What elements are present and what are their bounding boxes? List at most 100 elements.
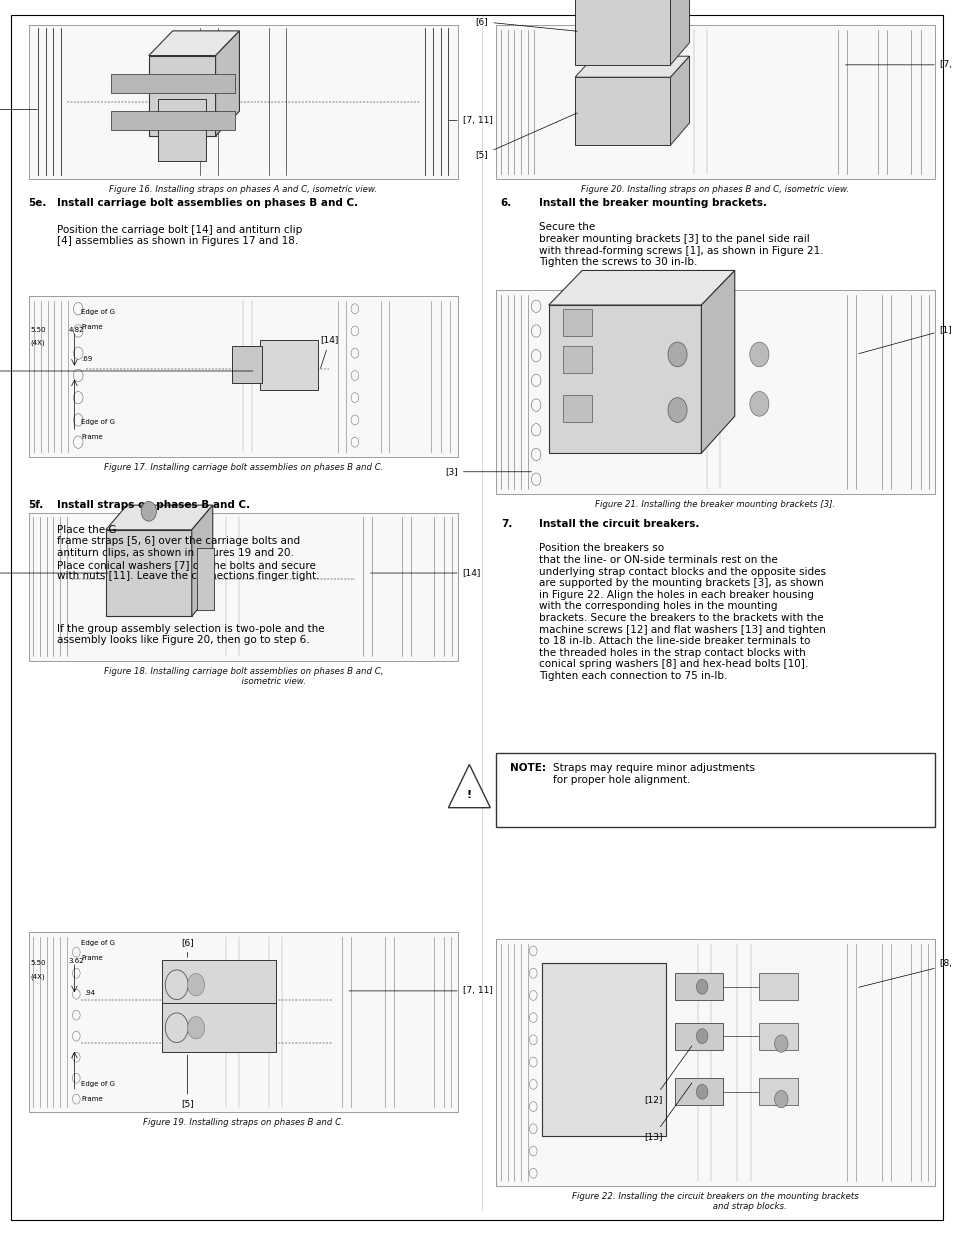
Bar <box>575 77 670 146</box>
Text: Position the breakers so
that the line- or ON-side terminals rest on the
underly: Position the breakers so that the line- … <box>538 543 825 680</box>
Text: (4X): (4X) <box>30 974 45 981</box>
Circle shape <box>749 391 768 416</box>
Text: Install the breaker mounting brackets.: Install the breaker mounting brackets. <box>538 198 766 207</box>
Text: [14]: [14] <box>370 568 480 578</box>
Text: Figure 16. Installing straps on phases A and C, isometric view.: Figure 16. Installing straps on phases A… <box>109 185 377 194</box>
Bar <box>162 960 276 1009</box>
Text: [5]: [5] <box>476 112 577 159</box>
Polygon shape <box>575 57 689 77</box>
Bar <box>759 973 797 1000</box>
Text: Frame: Frame <box>81 433 103 440</box>
Text: Edge of G: Edge of G <box>81 309 115 315</box>
Text: [7, 11]: [7, 11] <box>449 116 492 125</box>
Circle shape <box>141 501 156 521</box>
Text: 4.82: 4.82 <box>69 327 84 332</box>
Text: NOTE:: NOTE: <box>510 763 546 773</box>
Text: [1]: [1] <box>858 325 951 353</box>
Text: Edge of G: Edge of G <box>81 940 115 946</box>
Text: [6]: [6] <box>476 17 577 31</box>
Text: [7, 11]: [7, 11] <box>349 987 492 995</box>
Text: [4]: [4] <box>0 367 253 375</box>
Bar <box>496 25 934 179</box>
Bar <box>106 530 192 616</box>
Text: 3.62: 3.62 <box>69 958 84 963</box>
Text: .69: .69 <box>81 356 92 362</box>
Polygon shape <box>548 270 734 305</box>
Text: 5f.: 5f. <box>29 500 44 510</box>
Text: 5e.: 5e. <box>29 198 47 207</box>
Polygon shape <box>192 505 213 616</box>
Bar <box>541 963 665 1136</box>
Circle shape <box>667 398 686 422</box>
Bar <box>675 1078 722 1105</box>
Text: [8, 10]: [8, 10] <box>858 958 953 987</box>
Bar <box>496 939 934 1186</box>
Text: Install straps on phases B and C.: Install straps on phases B and C. <box>57 500 250 510</box>
Text: (4X): (4X) <box>30 340 45 346</box>
Bar <box>158 99 206 161</box>
Bar <box>232 346 262 383</box>
Text: Edge of G: Edge of G <box>81 1081 115 1087</box>
Text: Figure 22. Installing the circuit breakers on the mounting brackets
            : Figure 22. Installing the circuit breake… <box>572 1192 858 1212</box>
Polygon shape <box>106 505 213 530</box>
Text: Figure 19. Installing straps on phases B and C.: Figure 19. Installing straps on phases B… <box>143 1118 343 1126</box>
Bar <box>162 1003 276 1052</box>
Bar <box>29 296 457 457</box>
Bar <box>496 290 934 494</box>
Text: [12]: [12] <box>644 1046 691 1104</box>
Text: Figure 17. Installing carriage bolt assemblies on phases B and C.: Figure 17. Installing carriage bolt asse… <box>104 463 382 472</box>
Text: Position the carriage bolt [14] and antiturn clip
[4] assemblies as shown in Fig: Position the carriage bolt [14] and anti… <box>57 225 302 246</box>
Circle shape <box>667 342 686 367</box>
Bar <box>111 74 234 93</box>
Bar <box>675 1023 722 1050</box>
Polygon shape <box>215 31 239 136</box>
Bar <box>562 346 591 373</box>
Circle shape <box>696 1029 707 1044</box>
Text: [14]: [14] <box>320 336 338 368</box>
Text: Frame: Frame <box>81 1095 103 1102</box>
Text: [5]: [5] <box>181 1055 193 1109</box>
Circle shape <box>188 1016 205 1039</box>
Text: Figure 20. Installing straps on phases B and C, isometric view.: Figure 20. Installing straps on phases B… <box>580 185 849 194</box>
Text: [7, 11]: [7, 11] <box>844 61 953 69</box>
Bar <box>29 932 457 1112</box>
Bar <box>196 548 213 610</box>
Bar <box>496 753 934 827</box>
Bar <box>562 309 591 336</box>
Text: Frame: Frame <box>81 955 103 961</box>
Circle shape <box>774 1091 787 1108</box>
Bar <box>759 1078 797 1105</box>
Bar <box>29 25 457 179</box>
Text: Place the G
frame straps [5, 6] over the carriage bolts and
antiturn clips, as s: Place the G frame straps [5, 6] over the… <box>57 525 319 582</box>
Text: [13]: [13] <box>643 1083 691 1141</box>
Text: Edge of G: Edge of G <box>81 419 115 425</box>
Circle shape <box>188 973 205 995</box>
Circle shape <box>696 979 707 994</box>
Text: Secure the
breaker mounting brackets [3] to the panel side rail
with thread-form: Secure the breaker mounting brackets [3]… <box>538 222 822 267</box>
Polygon shape <box>448 764 490 808</box>
Bar <box>562 395 591 422</box>
Text: [5]: [5] <box>0 105 37 114</box>
Bar <box>149 56 215 136</box>
Bar <box>29 513 457 661</box>
Text: [3]: [3] <box>445 467 531 477</box>
Text: Install the circuit breakers.: Install the circuit breakers. <box>538 519 699 529</box>
Polygon shape <box>670 57 689 146</box>
Text: Figure 21. Installing the breaker mounting brackets [3].: Figure 21. Installing the breaker mounti… <box>595 500 835 509</box>
Bar <box>111 111 234 130</box>
Bar <box>548 305 700 453</box>
Polygon shape <box>149 31 239 56</box>
Text: If the group assembly selection is two-pole and the
assembly looks like Figure 2: If the group assembly selection is two-p… <box>57 624 325 645</box>
Polygon shape <box>670 0 689 65</box>
Text: 7.: 7. <box>500 519 512 529</box>
Bar <box>675 973 722 1000</box>
Text: [6]: [6] <box>181 937 193 957</box>
Circle shape <box>749 342 768 367</box>
Text: Frame: Frame <box>81 324 103 330</box>
Circle shape <box>774 1035 787 1052</box>
Text: Figure 18. Installing carriage bolt assemblies on phases B and C,
              : Figure 18. Installing carriage bolt asse… <box>104 667 382 687</box>
Text: Straps may require minor adjustments
for proper hole alignment.: Straps may require minor adjustments for… <box>553 763 755 784</box>
Text: [4]: [4] <box>0 568 108 578</box>
Text: 6.: 6. <box>500 198 512 207</box>
Circle shape <box>696 1084 707 1099</box>
